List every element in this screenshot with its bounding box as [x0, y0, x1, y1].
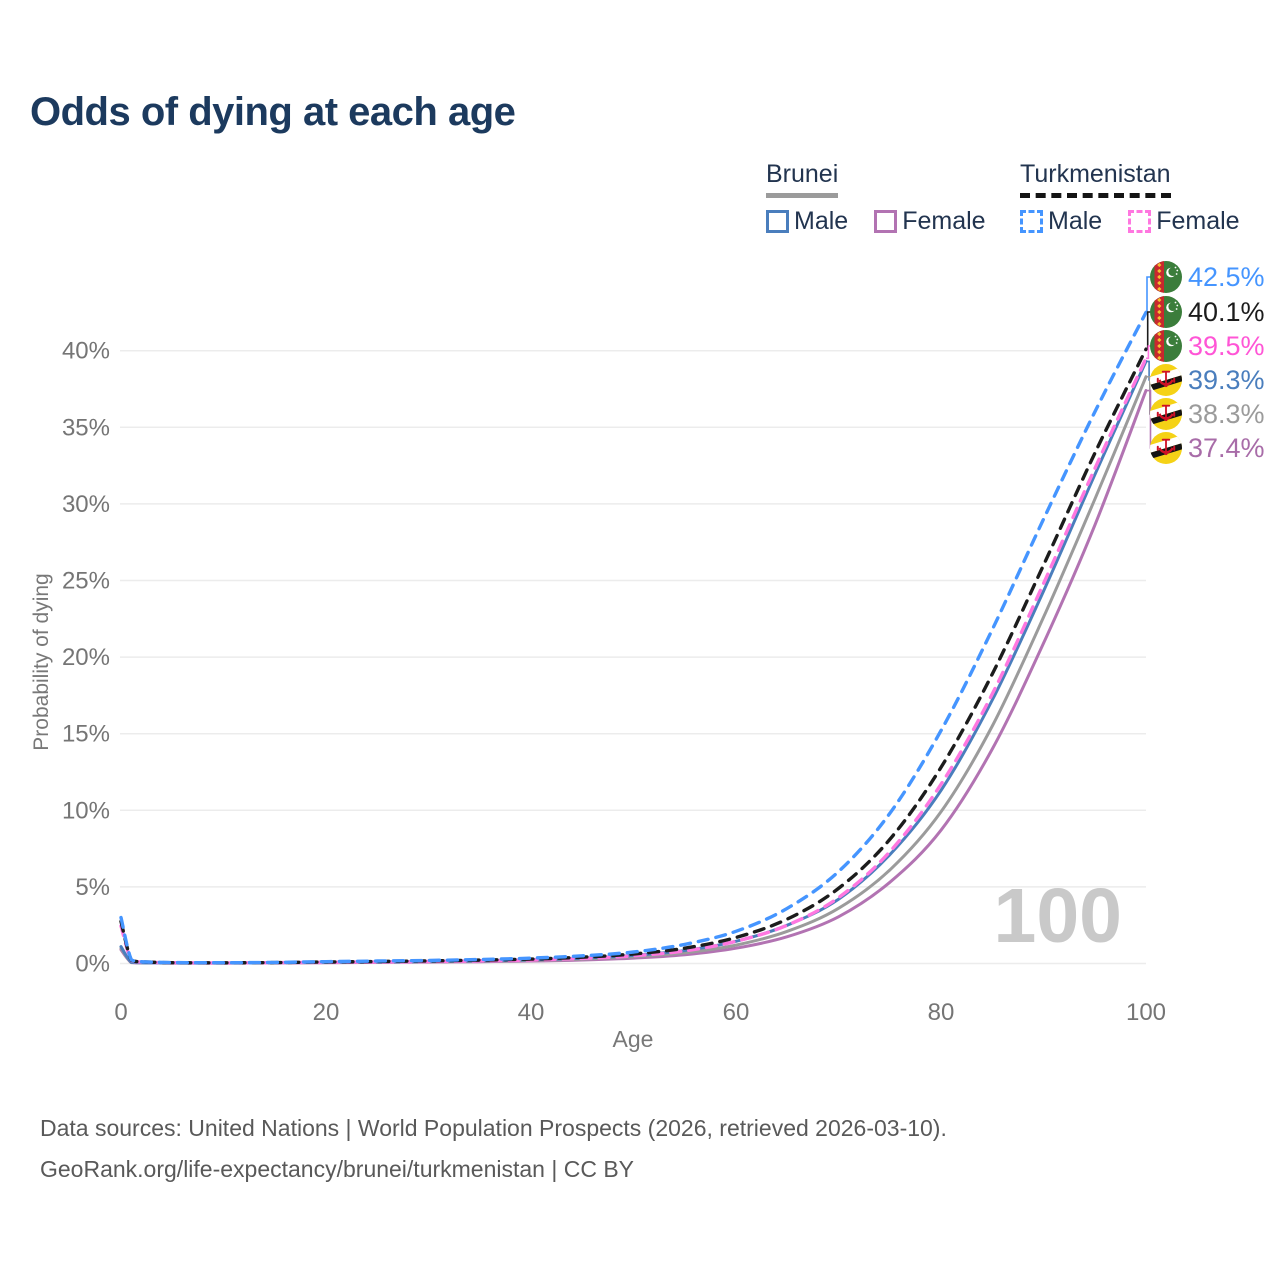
x-tick-label: 60: [723, 999, 750, 1026]
y-tick-label: 20%: [62, 644, 110, 671]
series-line-turkmenistan-female: [119, 356, 1148, 965]
legend-item-brunei-male[interactable]: Male: [766, 207, 848, 236]
brunei-flag-icon: [1150, 364, 1182, 396]
x-tick-label: 80: [928, 999, 955, 1026]
page-title: Odds of dying at each age: [30, 90, 516, 134]
legend-turkmenistan-label: Turkmenistan: [1020, 160, 1171, 198]
series-line-turkmenistan-both-sexes: [119, 347, 1148, 965]
y-tick-label: 10%: [62, 797, 110, 824]
legend-label: Male: [1048, 207, 1103, 235]
x-tick-label: 20: [313, 999, 340, 1026]
turkmenistan-flag-icon: [1150, 296, 1182, 328]
legend-brunei-label: Brunei: [766, 160, 839, 198]
end-value-turkmenistan-female: 39.5%: [1188, 330, 1265, 361]
x-tick-label: 0: [114, 999, 127, 1026]
y-tick-label: 35%: [62, 414, 110, 441]
footer: Data sources: United Nations | World Pop…: [40, 1108, 947, 1190]
y-tick-label: 40%: [62, 338, 110, 365]
turkmenistan-female-swatch-icon: [1128, 210, 1152, 233]
end-value-turkmenistan-both: 40.1%: [1188, 296, 1265, 327]
y-tick-label: 5%: [75, 874, 110, 901]
legend-label: Male: [794, 207, 849, 235]
turkmenistan-flag-icon: [1150, 330, 1182, 362]
data-sources-line: Data sources: United Nations | World Pop…: [40, 1115, 947, 1141]
legend-group-turkmenistan: Turkmenistan Male Female: [1020, 160, 1240, 236]
series-end-label: 42.5%: [1150, 261, 1265, 293]
brunei-male-swatch-icon: [766, 210, 789, 233]
series-end-label: 40.1%: [1150, 296, 1265, 328]
end-label-connector: [1146, 311, 1152, 350]
legend-label: Female: [1156, 207, 1240, 235]
x-tick-label: 40: [518, 999, 545, 1026]
legend-item-turkmenistan-male[interactable]: Male: [1020, 207, 1102, 236]
legend-group-brunei: Brunei Male Female: [766, 160, 986, 236]
end-value-brunei-male: 39.3%: [1188, 364, 1265, 395]
series-line-brunei-male: [119, 359, 1148, 965]
legend-item-brunei-female[interactable]: Female: [874, 207, 986, 236]
turkmenistan-flag-icon: [1150, 261, 1182, 293]
series-end-label: 39.5%: [1150, 330, 1265, 362]
series-end-label: 39.3%: [1150, 364, 1265, 396]
end-value-brunei-female: 37.4%: [1188, 432, 1265, 463]
turkmenistan-male-swatch-icon: [1020, 210, 1043, 233]
age-watermark: 100: [993, 873, 1122, 959]
legend-item-turkmenistan-female[interactable]: Female: [1128, 207, 1240, 236]
y-axis-title: Probability of dying: [30, 573, 53, 751]
series-end-label: 37.4%: [1150, 432, 1265, 464]
y-tick-label: 25%: [62, 568, 110, 595]
x-axis-title: Age: [612, 1026, 654, 1052]
series-end-label: 38.3%: [1150, 398, 1265, 430]
brunei-flag-icon: [1150, 432, 1182, 464]
end-label-connector: [1146, 276, 1152, 314]
brunei-female-swatch-icon: [874, 210, 898, 233]
series-line-turkmenistan-male: [119, 310, 1148, 965]
attribution-line: GeoRank.org/life-expectancy/brunei/turkm…: [40, 1156, 635, 1182]
y-tick-label: 15%: [62, 721, 110, 748]
y-tick-label: 30%: [62, 491, 110, 518]
brunei-flag-icon: [1150, 398, 1182, 430]
end-value-turkmenistan-male: 42.5%: [1188, 261, 1265, 292]
end-value-brunei-both: 38.3%: [1188, 398, 1265, 429]
x-tick-label: 100: [1126, 999, 1166, 1026]
legend-label: Female: [902, 207, 986, 235]
y-tick-label: 0%: [75, 951, 110, 978]
